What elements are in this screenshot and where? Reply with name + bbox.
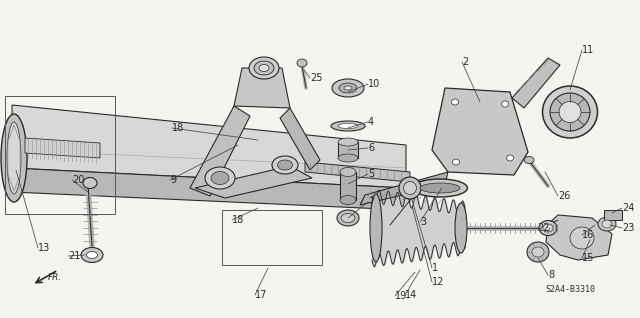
Ellipse shape bbox=[399, 177, 421, 199]
Ellipse shape bbox=[331, 121, 365, 131]
Ellipse shape bbox=[570, 227, 594, 249]
Ellipse shape bbox=[81, 247, 103, 262]
Ellipse shape bbox=[451, 99, 458, 105]
Text: 11: 11 bbox=[582, 45, 595, 55]
Polygon shape bbox=[432, 88, 528, 175]
Text: 18: 18 bbox=[172, 123, 184, 133]
Ellipse shape bbox=[420, 183, 460, 193]
Bar bbox=[604, 210, 622, 220]
Ellipse shape bbox=[539, 220, 557, 236]
Ellipse shape bbox=[297, 59, 307, 67]
Polygon shape bbox=[360, 172, 448, 205]
Text: 19: 19 bbox=[395, 291, 407, 301]
Ellipse shape bbox=[403, 182, 417, 195]
Ellipse shape bbox=[337, 210, 359, 226]
Ellipse shape bbox=[340, 168, 356, 176]
Text: 26: 26 bbox=[558, 191, 570, 201]
Ellipse shape bbox=[543, 224, 553, 232]
Polygon shape bbox=[234, 68, 290, 108]
Ellipse shape bbox=[211, 171, 229, 184]
Text: FR.: FR. bbox=[48, 273, 62, 282]
Text: 22: 22 bbox=[538, 223, 550, 233]
Text: 18: 18 bbox=[232, 215, 244, 225]
Text: 6: 6 bbox=[368, 143, 374, 153]
Ellipse shape bbox=[559, 101, 581, 122]
Text: 23: 23 bbox=[622, 223, 634, 233]
Ellipse shape bbox=[598, 217, 616, 231]
Ellipse shape bbox=[272, 156, 298, 174]
Text: 2: 2 bbox=[462, 57, 468, 67]
Ellipse shape bbox=[506, 155, 513, 161]
Bar bbox=[340, 172, 356, 200]
Text: 20: 20 bbox=[72, 175, 84, 185]
Ellipse shape bbox=[7, 122, 21, 194]
Ellipse shape bbox=[341, 213, 355, 223]
Ellipse shape bbox=[278, 160, 292, 170]
Polygon shape bbox=[305, 162, 410, 182]
Ellipse shape bbox=[86, 252, 97, 259]
Ellipse shape bbox=[455, 203, 467, 253]
Ellipse shape bbox=[332, 79, 364, 97]
Polygon shape bbox=[12, 105, 406, 188]
Ellipse shape bbox=[205, 167, 235, 189]
Text: 1: 1 bbox=[432, 263, 438, 273]
Text: 16: 16 bbox=[582, 230, 595, 240]
Text: 4: 4 bbox=[368, 117, 374, 127]
Text: 10: 10 bbox=[368, 79, 380, 89]
Polygon shape bbox=[512, 58, 560, 108]
Ellipse shape bbox=[550, 93, 590, 131]
Bar bbox=[5, 96, 115, 214]
Ellipse shape bbox=[338, 123, 358, 128]
Bar bbox=[338, 142, 358, 158]
Ellipse shape bbox=[254, 61, 274, 75]
Text: 25: 25 bbox=[310, 73, 323, 83]
Ellipse shape bbox=[413, 179, 467, 197]
Polygon shape bbox=[190, 106, 250, 196]
Text: 24: 24 bbox=[622, 203, 634, 213]
Ellipse shape bbox=[602, 220, 612, 228]
Text: 14: 14 bbox=[405, 290, 417, 300]
Ellipse shape bbox=[340, 196, 356, 204]
Ellipse shape bbox=[543, 86, 598, 138]
Ellipse shape bbox=[338, 138, 358, 146]
Ellipse shape bbox=[524, 156, 534, 163]
Text: 17: 17 bbox=[255, 290, 268, 300]
Ellipse shape bbox=[1, 114, 27, 202]
Text: 13: 13 bbox=[38, 243, 51, 253]
Text: 7: 7 bbox=[368, 197, 374, 207]
Text: 3: 3 bbox=[420, 217, 426, 227]
Polygon shape bbox=[25, 138, 100, 158]
Ellipse shape bbox=[249, 57, 279, 79]
Ellipse shape bbox=[370, 194, 382, 262]
Polygon shape bbox=[195, 166, 312, 198]
Text: S2A4-B3310: S2A4-B3310 bbox=[545, 286, 595, 294]
Polygon shape bbox=[546, 215, 612, 260]
Ellipse shape bbox=[339, 83, 357, 93]
Ellipse shape bbox=[452, 159, 460, 165]
Ellipse shape bbox=[259, 65, 269, 72]
Text: 5: 5 bbox=[368, 169, 374, 179]
Text: 12: 12 bbox=[432, 277, 444, 287]
Text: 8: 8 bbox=[548, 270, 554, 280]
Polygon shape bbox=[12, 168, 406, 210]
Text: 15: 15 bbox=[582, 253, 595, 263]
Polygon shape bbox=[280, 108, 320, 170]
Ellipse shape bbox=[83, 177, 97, 189]
Ellipse shape bbox=[338, 154, 358, 162]
Text: 9: 9 bbox=[170, 175, 176, 185]
Bar bbox=[222, 210, 322, 265]
Text: 21: 21 bbox=[68, 251, 81, 261]
Ellipse shape bbox=[532, 247, 544, 257]
Ellipse shape bbox=[527, 242, 549, 262]
Ellipse shape bbox=[344, 86, 352, 90]
Ellipse shape bbox=[502, 101, 509, 107]
